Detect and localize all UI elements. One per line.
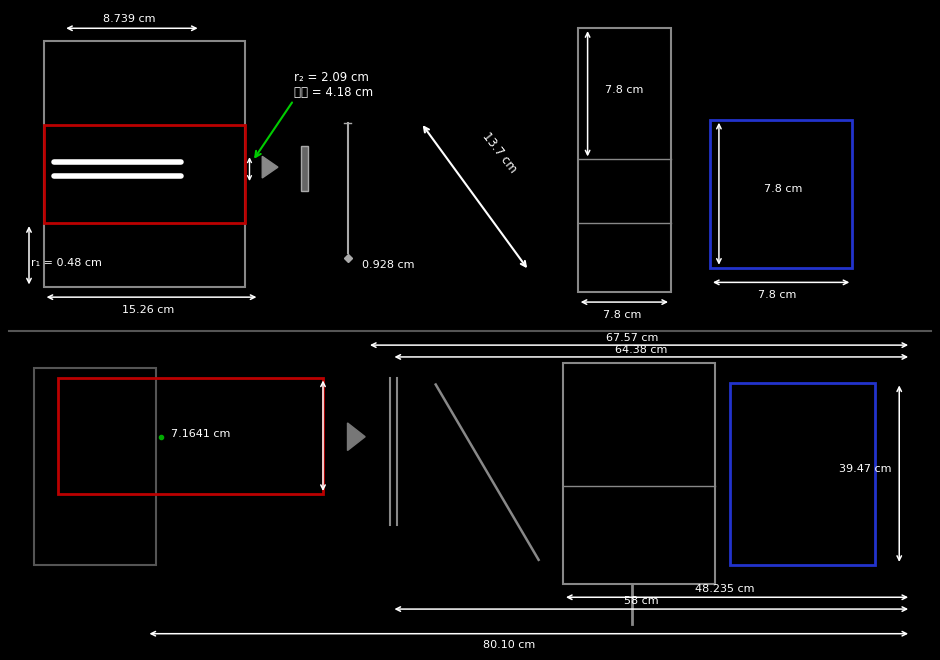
Text: 7.8 cm: 7.8 cm xyxy=(604,85,643,95)
Bar xyxy=(710,120,853,267)
Bar xyxy=(578,28,671,292)
Text: 64.38 cm: 64.38 cm xyxy=(616,345,667,355)
Polygon shape xyxy=(348,423,365,451)
Text: 48.235 cm: 48.235 cm xyxy=(695,584,755,595)
Bar xyxy=(43,125,244,223)
Text: 0.928 cm: 0.928 cm xyxy=(362,259,415,269)
Text: r₁ = 0.48 cm: r₁ = 0.48 cm xyxy=(31,257,102,268)
Text: 7.8 cm: 7.8 cm xyxy=(603,310,641,320)
Text: 8.739 cm: 8.739 cm xyxy=(102,15,155,24)
Text: 7.8 cm: 7.8 cm xyxy=(758,290,796,300)
Text: 7.8 cm: 7.8 cm xyxy=(764,184,803,194)
Text: 7.1641 cm: 7.1641 cm xyxy=(171,429,230,439)
Text: 58 cm: 58 cm xyxy=(624,596,659,606)
Bar xyxy=(563,363,715,585)
Text: 67.57 cm: 67.57 cm xyxy=(605,333,658,343)
Polygon shape xyxy=(262,156,278,178)
Text: 39.47 cm: 39.47 cm xyxy=(838,464,891,475)
Text: 지름 = 4.18 cm: 지름 = 4.18 cm xyxy=(293,86,373,99)
Bar xyxy=(302,147,308,191)
Text: r₂ = 2.09 cm: r₂ = 2.09 cm xyxy=(293,71,368,84)
Bar xyxy=(43,41,244,287)
Bar xyxy=(729,383,875,565)
Text: 13.7 cm: 13.7 cm xyxy=(479,129,519,175)
Bar xyxy=(58,378,323,494)
Bar xyxy=(34,368,156,565)
Text: 15.26 cm: 15.26 cm xyxy=(122,305,175,315)
Text: 80.10 cm: 80.10 cm xyxy=(483,640,535,649)
